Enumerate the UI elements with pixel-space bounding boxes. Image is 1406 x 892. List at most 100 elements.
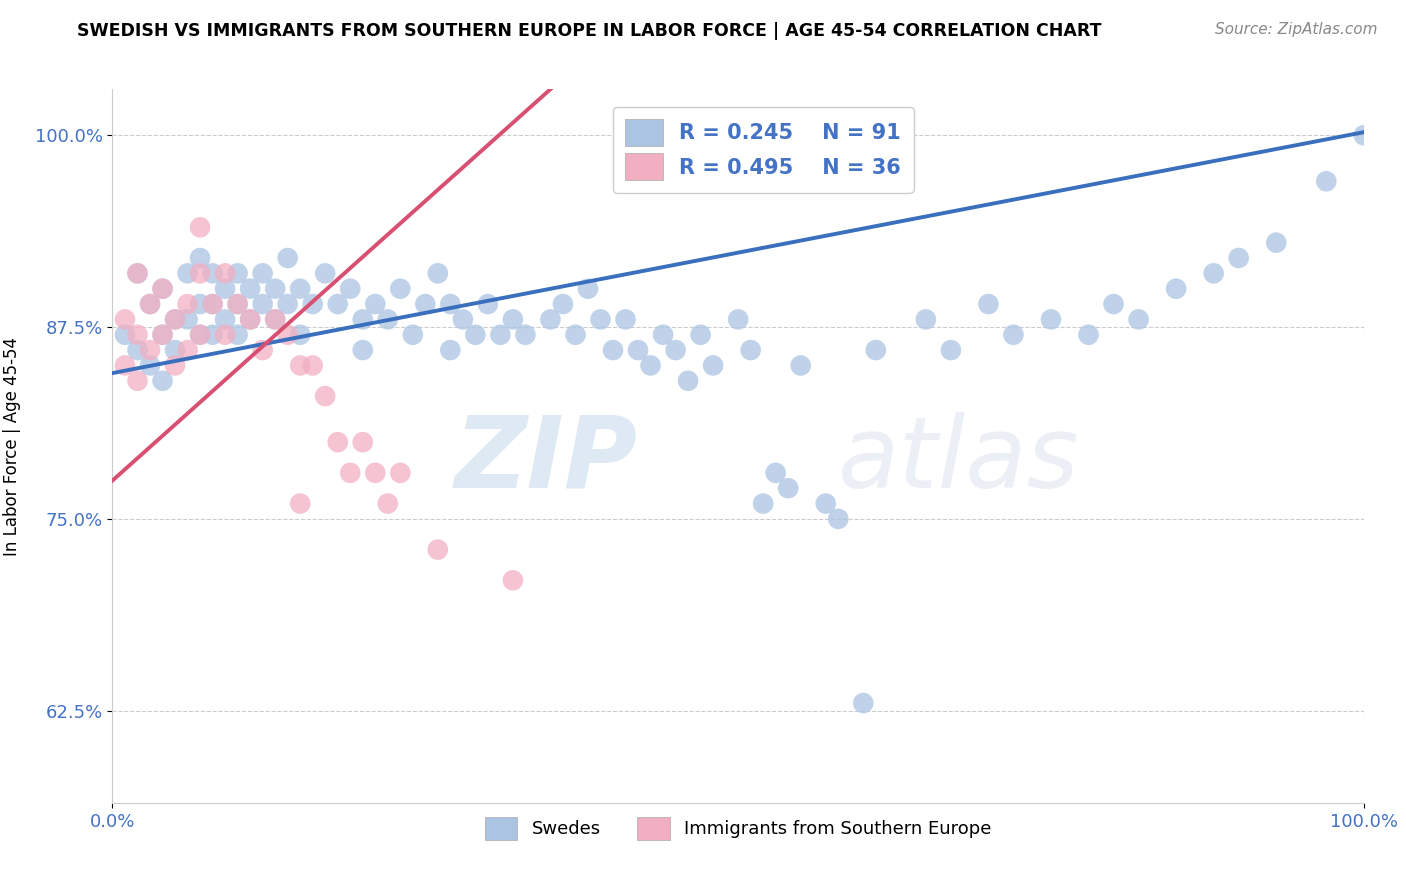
Point: [163, 343, 186, 357]
Point: [1202, 266, 1225, 280]
Point: [188, 251, 211, 265]
Point: [1128, 312, 1150, 326]
Point: [451, 312, 474, 326]
Point: [277, 251, 299, 265]
Point: [139, 343, 162, 357]
Point: [252, 297, 274, 311]
Point: [201, 266, 224, 280]
Point: [640, 359, 662, 373]
Point: [290, 497, 312, 511]
Point: [252, 266, 274, 280]
Point: [152, 282, 174, 296]
Point: [515, 327, 537, 342]
Point: [727, 312, 749, 326]
Point: [314, 266, 336, 280]
Point: [163, 359, 186, 373]
Point: [214, 327, 236, 342]
Point: [226, 266, 249, 280]
Point: [402, 327, 425, 342]
Point: [426, 266, 449, 280]
Point: [339, 466, 361, 480]
Point: [413, 297, 436, 311]
Y-axis label: In Labor Force | Age 45-54: In Labor Force | Age 45-54: [3, 336, 21, 556]
Point: [214, 312, 236, 326]
Point: [564, 327, 586, 342]
Point: [689, 327, 711, 342]
Point: [1077, 327, 1099, 342]
Point: [865, 343, 887, 357]
Point: [188, 327, 211, 342]
Point: [538, 312, 561, 326]
Point: [239, 312, 262, 326]
Point: [290, 327, 312, 342]
Point: [152, 327, 174, 342]
Point: [176, 266, 198, 280]
Point: [1353, 128, 1375, 143]
Point: [1002, 327, 1025, 342]
Point: [201, 297, 224, 311]
Point: [352, 435, 374, 450]
Point: [364, 297, 387, 311]
Point: [301, 297, 323, 311]
Point: [239, 282, 262, 296]
Point: [439, 343, 461, 357]
Point: [214, 266, 236, 280]
Point: [1164, 282, 1187, 296]
Point: [201, 297, 224, 311]
Point: [301, 359, 323, 373]
Point: [290, 359, 312, 373]
Point: [1265, 235, 1288, 250]
Point: [188, 220, 211, 235]
Text: atlas: atlas: [838, 412, 1080, 508]
Point: [377, 312, 399, 326]
Point: [740, 343, 762, 357]
Point: [114, 327, 136, 342]
Point: [752, 497, 775, 511]
Point: [589, 312, 612, 326]
Point: [352, 343, 374, 357]
Point: [614, 312, 637, 326]
Text: ZIP: ZIP: [456, 412, 638, 508]
Point: [127, 266, 149, 280]
Point: [827, 512, 849, 526]
Point: [551, 297, 574, 311]
Point: [152, 374, 174, 388]
Point: [214, 282, 236, 296]
Point: [326, 297, 349, 311]
Point: [502, 312, 524, 326]
Point: [176, 343, 198, 357]
Point: [277, 327, 299, 342]
Point: [188, 266, 211, 280]
Point: [290, 282, 312, 296]
Point: [339, 282, 361, 296]
Point: [127, 327, 149, 342]
Point: [652, 327, 675, 342]
Point: [114, 312, 136, 326]
Point: [252, 343, 274, 357]
Point: [1315, 174, 1337, 188]
Point: [702, 359, 724, 373]
Point: [264, 312, 287, 326]
Point: [139, 297, 162, 311]
Point: [326, 435, 349, 450]
Point: [152, 327, 174, 342]
Point: [464, 327, 486, 342]
Point: [264, 312, 287, 326]
Point: [277, 297, 299, 311]
Point: [1227, 251, 1250, 265]
Point: [201, 327, 224, 342]
Point: [226, 297, 249, 311]
Point: [127, 374, 149, 388]
Point: [176, 312, 198, 326]
Point: [127, 343, 149, 357]
Point: [176, 297, 198, 311]
Text: SWEDISH VS IMMIGRANTS FROM SOUTHERN EUROPE IN LABOR FORCE | AGE 45-54 CORRELATIO: SWEDISH VS IMMIGRANTS FROM SOUTHERN EURO…: [77, 22, 1102, 40]
Point: [377, 497, 399, 511]
Point: [915, 312, 938, 326]
Point: [127, 266, 149, 280]
Text: Source: ZipAtlas.com: Source: ZipAtlas.com: [1215, 22, 1378, 37]
Point: [676, 374, 699, 388]
Point: [426, 542, 449, 557]
Point: [627, 343, 650, 357]
Legend: Swedes, Immigrants from Southern Europe: Swedes, Immigrants from Southern Europe: [478, 810, 998, 847]
